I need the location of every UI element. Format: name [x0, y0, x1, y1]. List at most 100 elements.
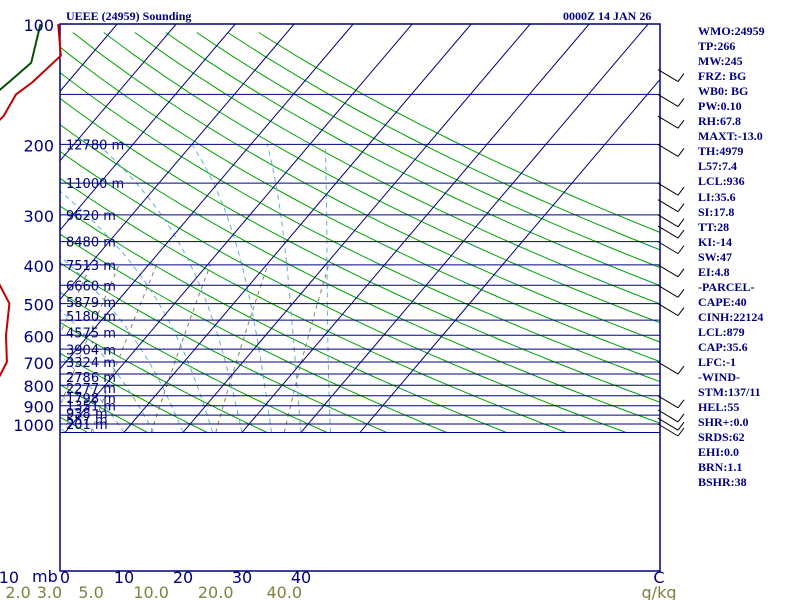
dry-adiabat — [227, 32, 660, 251]
wind-barb — [657, 409, 679, 423]
wind-barb — [657, 115, 679, 129]
wind-barb-flag — [677, 229, 685, 239]
height-label: 5879 m — [66, 296, 116, 311]
index-line: WB0: BG — [698, 84, 749, 99]
wind-barb — [657, 182, 679, 196]
height-label: 9620 m — [66, 209, 116, 224]
wind-barb — [657, 241, 679, 255]
mixing-ratio-tick-label: 10.0 — [133, 583, 169, 600]
index-line: BSHR:38 — [698, 475, 747, 490]
grid-lines — [60, 24, 660, 433]
temperature-tick-label: 0 — [60, 568, 70, 587]
isotherm — [60, 24, 295, 301]
dry-adiabat — [165, 32, 660, 287]
index-line: LCL:936 — [698, 174, 745, 189]
wind-barb-flag — [677, 288, 685, 298]
index-line: MW:245 — [698, 54, 743, 69]
moist-adiabat — [60, 309, 154, 433]
wind-barb-flag — [677, 98, 685, 107]
wind-barb — [657, 225, 679, 239]
index-line: -PARCEL- — [698, 279, 755, 294]
index-line: PW:0.10 — [698, 99, 742, 114]
height-label: 8480 m — [66, 236, 116, 251]
wind-barb-flag — [677, 413, 685, 423]
index-line: FRZ: BG — [698, 69, 747, 84]
index-line: WMO:24959 — [698, 24, 765, 38]
mixing-ratio-tick-label: 3.0 — [37, 583, 62, 600]
dry-adiabat — [60, 46, 660, 363]
dry-adiabat — [60, 384, 148, 433]
isotherm — [64, 24, 413, 433]
chart-series — [0, 23, 62, 378]
wind-barb — [657, 214, 679, 228]
wind-barb-flag — [677, 399, 685, 409]
index-line: EI:4.8 — [698, 264, 730, 279]
wind-barb — [657, 417, 679, 431]
dry-adiabat — [60, 150, 627, 433]
isotherm — [359, 78, 660, 433]
dry-adiabat — [72, 32, 660, 343]
index-line: TH:4979 — [698, 144, 744, 159]
chart-title: UEEE (24959) Sounding — [66, 9, 192, 23]
temperature-tick-label: 40 — [291, 568, 311, 587]
mixing-ratio-line — [60, 264, 92, 336]
mixing-ratio-line — [60, 264, 120, 408]
mixing-ratio-tick-label: 20.0 — [198, 583, 234, 600]
wind-barb — [657, 395, 679, 409]
mixing-ratio-line — [150, 264, 211, 433]
mixing-ratio-tick-label: 2.0 — [5, 583, 30, 600]
wind-barb-flag — [677, 421, 685, 431]
height-label: 6660 m — [66, 279, 116, 294]
wind-barb-flag — [677, 427, 685, 437]
index-line: SI:17.8 — [698, 204, 735, 219]
wind-barb — [657, 284, 679, 298]
pressure-tick-label: 900 — [23, 398, 54, 417]
wind-barb-flag — [677, 186, 685, 196]
isotherm — [300, 24, 649, 433]
height-label: 938 m — [66, 407, 108, 422]
pressure-tick-label: 300 — [23, 207, 54, 226]
temperature-tick-label: 30 — [232, 568, 252, 587]
pressure-tick-label: 600 — [23, 327, 54, 346]
chart-grid — [59, 23, 661, 572]
moist-adiabat — [324, 144, 331, 433]
height-label: 1351 m — [66, 399, 116, 414]
temperature-tick-label: 20 — [173, 568, 193, 587]
pressure-tick-label: 700 — [23, 354, 54, 373]
index-line: CINH:22124 — [698, 309, 764, 324]
height-label: 11000 m — [66, 177, 124, 192]
height-label: 557 m — [66, 414, 108, 429]
dry-adiabat — [134, 32, 660, 305]
chart-timestamp: 0000Z 14 JAN 26 — [563, 9, 652, 23]
index-line: EHI:0.0 — [698, 445, 740, 460]
plot-frame — [59, 23, 661, 572]
wind-barb — [657, 264, 679, 278]
index-line: -WIND- — [698, 370, 740, 385]
isotherm — [241, 24, 590, 433]
index-line: LI:35.6 — [698, 189, 736, 204]
index-line: CAP:35.6 — [698, 339, 748, 354]
height-label: 5180 m — [66, 310, 116, 325]
wind-barb-flag — [677, 148, 685, 157]
wind-barb-flag — [677, 268, 685, 278]
moist-adiabat — [266, 144, 302, 433]
wind-barb — [657, 94, 679, 107]
height-label: 3904 m — [66, 343, 116, 358]
mixing-ratio-line — [215, 264, 269, 433]
wind-barb — [657, 303, 679, 317]
wind-barb-flag — [677, 119, 685, 129]
index-line: SHR+:0.0 — [698, 415, 749, 430]
index-line: TP:266 — [698, 39, 736, 54]
isotherm — [123, 24, 472, 433]
wind-barb-flag — [677, 307, 685, 316]
pressure-unit-label: mb — [32, 567, 58, 586]
dry-adiabat — [60, 321, 268, 433]
temperature-unit-label: C — [653, 568, 664, 587]
index-line: LFC:-1 — [698, 355, 736, 370]
index-line: STM:137/11 — [698, 385, 761, 400]
pressure-tick-label: 800 — [23, 377, 54, 396]
isotherm — [60, 24, 236, 231]
mixing-ratio-tick-label: 5.0 — [78, 583, 103, 600]
temperature-tick-label: -10 — [0, 568, 19, 587]
index-line: TT:28 — [698, 219, 730, 234]
